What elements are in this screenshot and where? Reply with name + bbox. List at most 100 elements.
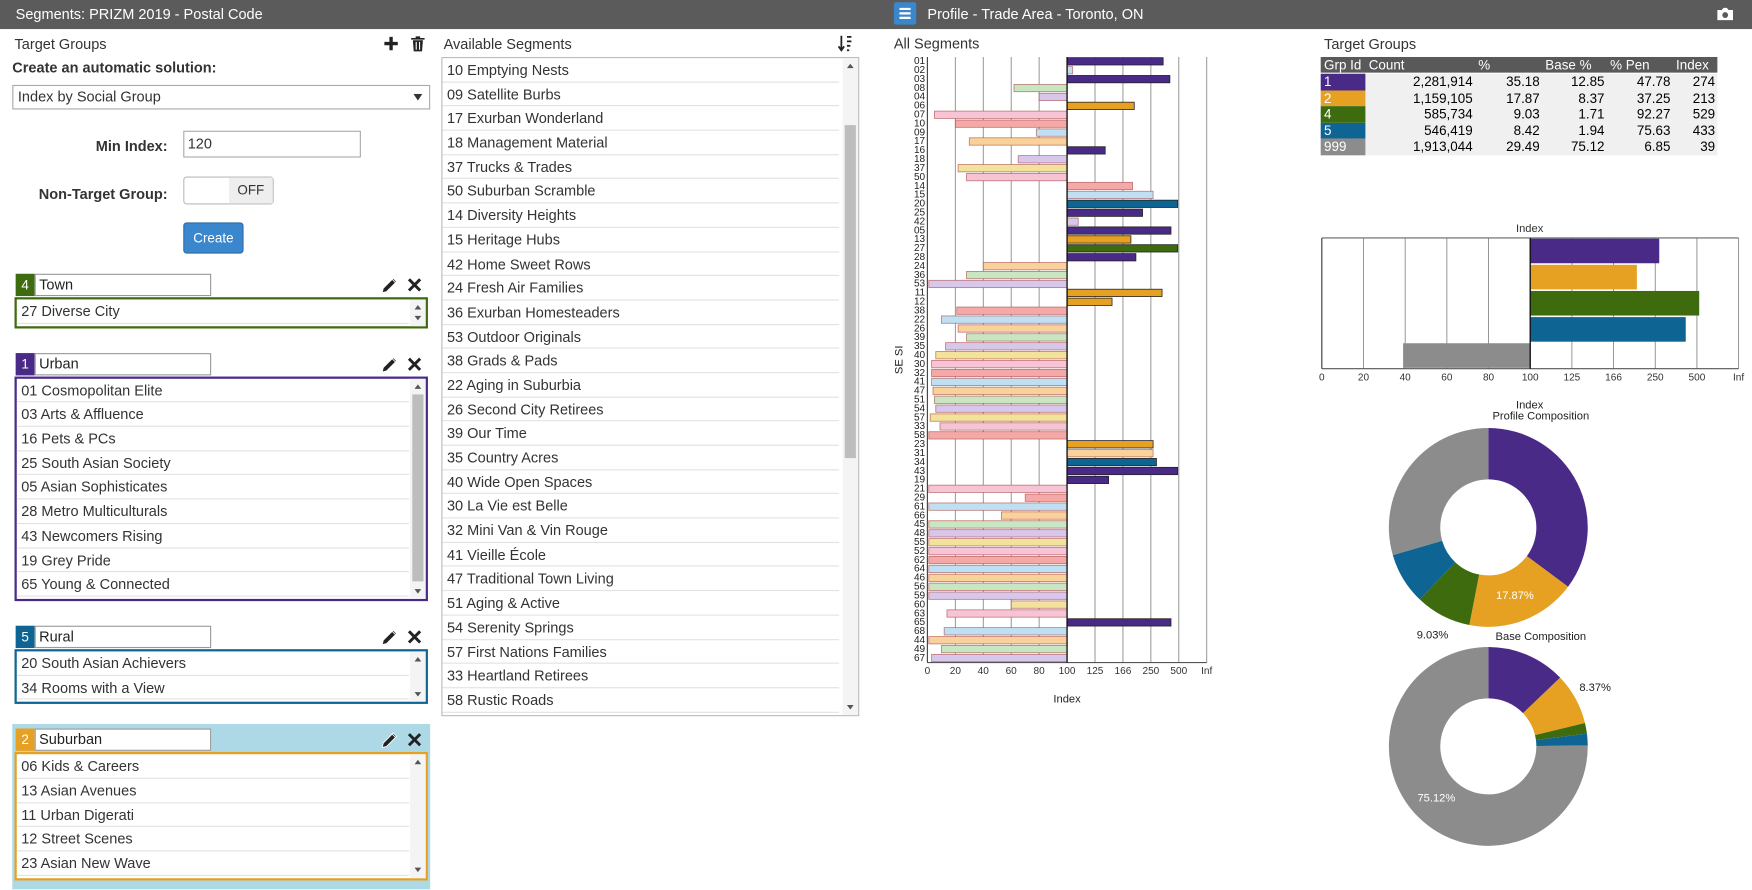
segment-item[interactable]: 05 Asian Sophisticates xyxy=(16,475,409,500)
segment-item[interactable]: 03 Arts & Affluence xyxy=(16,403,409,427)
segment-item[interactable]: 25 South Asian Society xyxy=(16,451,409,476)
table-cell: 1,159,105 xyxy=(1413,89,1473,106)
bar xyxy=(1066,226,1172,235)
segment-item[interactable]: 47 Traditional Town Living xyxy=(442,567,840,592)
group-list: 20 South Asian Achievers 34 Rooms with a … xyxy=(14,649,428,705)
bar xyxy=(931,653,1068,663)
chart-title: All Segments xyxy=(894,37,980,53)
segment-item[interactable]: 41 Vieille École xyxy=(442,543,840,567)
segment-item[interactable]: 36 Exurban Homesteaders xyxy=(442,300,840,325)
segment-item[interactable]: 54 Serenity Springs xyxy=(442,615,840,640)
camera-button[interactable] xyxy=(1716,6,1734,22)
segment-item[interactable]: 20 South Asian Achievers xyxy=(16,651,409,676)
segment-item[interactable]: 19 Grey Pride xyxy=(16,548,409,573)
segment-item[interactable]: 58 Rustic Roads xyxy=(442,688,840,713)
segment-item[interactable]: 22 Aging in Suburbia xyxy=(442,373,840,398)
segment-item[interactable]: 33 Heartland Retirees xyxy=(442,664,840,689)
segment-item[interactable]: 53 Outdoor Originals xyxy=(442,325,840,349)
create-button[interactable]: Create xyxy=(183,222,244,254)
segment-item[interactable]: 40 Wide Open Spaces xyxy=(442,470,840,495)
edit-icon[interactable] xyxy=(381,732,398,749)
toggle[interactable]: OFF xyxy=(183,176,274,205)
y-tick-label: 10 xyxy=(914,118,926,129)
segment-item[interactable]: 23 Asian New Wave xyxy=(16,852,409,876)
y-tick-label: 68 xyxy=(914,626,926,637)
segment-item[interactable]: 65 Young & Connected xyxy=(16,572,409,597)
segment-item[interactable]: 26 Second City Retirees xyxy=(442,397,840,422)
chart-title: Base Composition xyxy=(1496,631,1587,643)
y-tick-label: 45 xyxy=(914,519,926,530)
y-axis-label: SE SI xyxy=(893,346,905,375)
pie-slice xyxy=(1535,723,1587,741)
segment-item[interactable]: 35 Country Acres xyxy=(442,446,840,471)
scroll-arrows xyxy=(414,657,422,697)
scrollbar[interactable] xyxy=(410,378,426,599)
y-tick-label: 58 xyxy=(914,430,926,441)
segment-item[interactable]: 15 Heritage Hubs xyxy=(442,228,840,252)
segment-item[interactable]: 30 La Vie est Belle xyxy=(442,494,840,519)
non-target-label: Non-Target Group: xyxy=(38,185,168,203)
edit-icon[interactable] xyxy=(381,356,398,373)
arrow-down xyxy=(414,315,422,321)
delete-all-button[interactable] xyxy=(409,35,427,53)
sort-button[interactable] xyxy=(837,35,854,53)
table-cell: 1.71 xyxy=(1578,106,1605,122)
bar xyxy=(956,306,1068,315)
scrollbar[interactable] xyxy=(842,58,859,716)
segment-item[interactable]: 50 Suburban Scramble xyxy=(442,179,840,204)
add-button[interactable] xyxy=(382,35,400,53)
method-select[interactable]: Index by Social Group xyxy=(12,84,431,110)
segment-item[interactable]: 06 Kids & Careers xyxy=(16,755,409,779)
edit-icon[interactable] xyxy=(381,277,398,294)
segment-item[interactable]: 09 Satellite Burbs xyxy=(442,82,840,107)
segment-item[interactable]: 38 Grads & Pads xyxy=(442,349,840,374)
group-icons[interactable] xyxy=(380,275,425,295)
y-tick-label: 56 xyxy=(914,582,926,593)
bar xyxy=(928,591,1068,600)
y-tick-label: 40 xyxy=(914,350,926,361)
remove-icon[interactable] xyxy=(407,278,422,292)
segment-item[interactable]: 28 Metro Multiculturals xyxy=(16,500,409,524)
segment-item[interactable]: 24 Fresh Air Families xyxy=(442,276,840,301)
scrollbar[interactable] xyxy=(410,651,426,703)
y-tick-label: 16 xyxy=(914,145,926,156)
remove-icon[interactable] xyxy=(407,733,422,747)
remove-icon[interactable] xyxy=(407,357,422,371)
group-icons[interactable] xyxy=(380,627,425,647)
scrollbar[interactable] xyxy=(410,299,426,326)
y-tick-label: 36 xyxy=(914,270,926,281)
remove-icon[interactable] xyxy=(407,630,422,644)
menu-button[interactable] xyxy=(893,2,917,25)
segment-item[interactable]: 18 Management Material xyxy=(442,131,840,156)
segment-item[interactable]: 51 Aging & Active xyxy=(442,591,840,616)
value-label: 8.37% xyxy=(1579,682,1611,694)
bar xyxy=(1066,466,1179,476)
segment-item[interactable]: 14 Diversity Heights xyxy=(442,203,840,228)
segment-item[interactable]: 57 First Nations Families xyxy=(442,640,840,664)
edit-icon[interactable] xyxy=(381,629,398,646)
segment-item[interactable]: 39 Our Time xyxy=(442,422,840,446)
segment-item[interactable]: 37 Trucks & Trades xyxy=(442,155,840,180)
bar xyxy=(931,377,1068,387)
segment-item[interactable]: 01 Cosmopolitan Elite xyxy=(16,378,409,403)
y-tick-label: 26 xyxy=(914,323,926,334)
scrollbar[interactable] xyxy=(410,754,426,879)
group-icons[interactable] xyxy=(380,354,425,374)
segment-item[interactable]: 12 Street Scenes xyxy=(16,827,409,852)
group-icons[interactable] xyxy=(380,730,425,750)
bar xyxy=(928,520,1068,529)
segment-item[interactable]: 11 Urban Digerati xyxy=(16,803,409,828)
segment-item[interactable]: 43 Newcomers Rising xyxy=(16,524,409,549)
segment-item[interactable]: 34 Rooms with a View xyxy=(16,676,409,700)
scroll-arrows xyxy=(412,384,424,594)
segment-item[interactable]: 16 Pets & PCs xyxy=(16,427,409,452)
available-title: Available Segments xyxy=(443,35,572,53)
min-index-input[interactable]: 120 xyxy=(183,130,361,158)
segment-item[interactable]: 42 Home Sweet Rows xyxy=(442,252,840,277)
segment-item[interactable]: 10 Emptying Nests xyxy=(442,58,840,83)
segment-item[interactable]: 27 Diverse City xyxy=(16,299,409,324)
segment-item[interactable]: 13 Asian Avenues xyxy=(16,779,409,804)
segment-item[interactable]: 17 Exurban Wonderland xyxy=(442,107,840,131)
segment-item[interactable]: 32 Mini Van & Vin Rouge xyxy=(442,519,840,543)
